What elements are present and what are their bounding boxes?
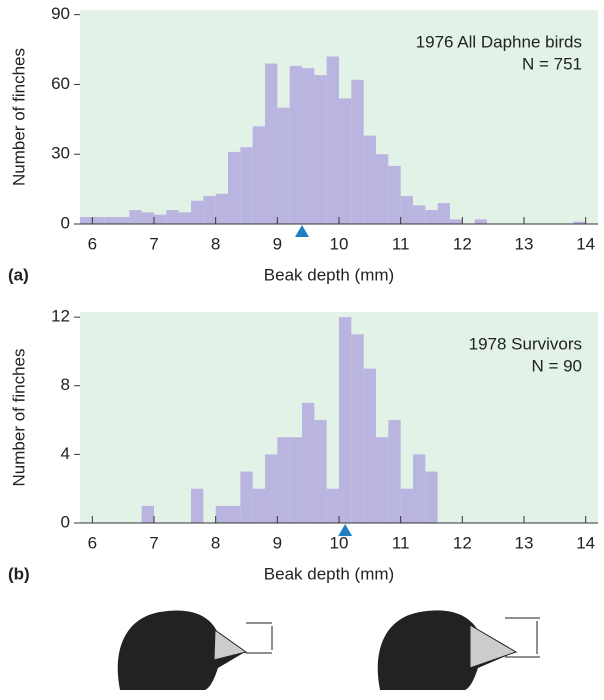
mean-marker xyxy=(338,524,353,536)
y-tick-label: 4 xyxy=(61,444,70,463)
y-tick-label: 0 xyxy=(61,213,70,232)
annotation: N = 90 xyxy=(531,356,582,375)
x-tick-label: 6 xyxy=(88,533,97,552)
finch-beak xyxy=(469,624,518,669)
y-tick-label: 12 xyxy=(51,307,70,326)
x-tick-label: 10 xyxy=(330,533,349,552)
annotation: 1976 All Daphne birds xyxy=(416,32,582,51)
bar xyxy=(339,317,352,523)
x-tick-label: 8 xyxy=(211,234,220,253)
bar xyxy=(215,505,228,523)
bar xyxy=(326,56,339,224)
bar xyxy=(351,334,364,523)
bar xyxy=(265,454,278,523)
x-tick-label: 14 xyxy=(576,234,595,253)
annotation: 1978 Survivors xyxy=(469,334,582,353)
bar xyxy=(141,212,154,224)
bar xyxy=(302,68,315,224)
bar xyxy=(289,65,302,225)
bar xyxy=(92,217,105,224)
bar xyxy=(104,217,117,224)
bar xyxy=(141,505,154,523)
bar xyxy=(215,193,228,224)
bar xyxy=(191,200,204,224)
x-tick-label: 12 xyxy=(453,533,472,552)
x-tick-label: 12 xyxy=(453,234,472,253)
mean-marker xyxy=(295,225,309,237)
bar xyxy=(573,221,586,224)
bar xyxy=(80,217,93,224)
bar xyxy=(363,135,376,224)
bar xyxy=(437,203,450,224)
bar xyxy=(129,210,142,224)
bar xyxy=(326,488,339,523)
bar xyxy=(252,488,265,523)
x-tick-label: 7 xyxy=(149,234,158,253)
annotation: N = 751 xyxy=(522,54,582,73)
bar xyxy=(474,219,487,224)
bar xyxy=(166,210,179,224)
bar xyxy=(351,79,364,224)
bar xyxy=(240,147,253,224)
y-tick-label: 30 xyxy=(51,144,70,163)
x-tick-label: 13 xyxy=(515,533,534,552)
bar xyxy=(240,471,253,523)
bar xyxy=(339,98,352,224)
x-tick-label: 10 xyxy=(330,234,349,253)
bar xyxy=(363,368,376,523)
bar xyxy=(400,196,413,224)
bar xyxy=(413,454,426,523)
x-tick-label: 9 xyxy=(273,533,282,552)
bar xyxy=(388,165,401,224)
x-tick-label: 7 xyxy=(149,533,158,552)
finch-small-beak xyxy=(117,610,273,690)
bar xyxy=(228,505,241,523)
finch-beak xyxy=(213,629,248,661)
bar xyxy=(289,437,302,523)
panel-label: (b) xyxy=(8,564,30,583)
bar xyxy=(376,154,389,224)
bar xyxy=(252,126,265,224)
y-axis-label: Number of finches xyxy=(9,48,28,186)
bar xyxy=(376,437,389,523)
bar xyxy=(178,212,191,224)
x-tick-label: 9 xyxy=(273,234,282,253)
bar xyxy=(265,63,278,224)
bar xyxy=(302,402,315,523)
bar xyxy=(425,471,438,523)
bar xyxy=(277,107,290,224)
bar xyxy=(388,420,401,523)
y-tick-label: 60 xyxy=(51,74,70,93)
x-tick-label: 11 xyxy=(392,533,410,552)
finch-illustrations xyxy=(117,610,540,690)
y-axis-label: Number of finches xyxy=(9,349,28,487)
finch-head xyxy=(117,610,245,690)
bar xyxy=(314,420,327,523)
bar xyxy=(413,205,426,224)
bar xyxy=(277,437,290,523)
x-axis-label: Beak depth (mm) xyxy=(264,265,394,284)
y-tick-label: 8 xyxy=(61,375,70,394)
bar xyxy=(450,219,463,224)
x-tick-label: 11 xyxy=(392,234,410,253)
finch-head xyxy=(377,610,515,690)
finch-large-beak xyxy=(377,610,540,690)
bar xyxy=(191,488,204,523)
x-tick-label: 8 xyxy=(211,533,220,552)
y-tick-label: 90 xyxy=(51,4,70,23)
bar xyxy=(228,151,241,224)
bar xyxy=(154,214,167,224)
x-tick-label: 14 xyxy=(576,533,595,552)
bar xyxy=(425,210,438,224)
bar xyxy=(203,196,216,224)
bar xyxy=(314,75,327,224)
y-tick-label: 0 xyxy=(61,512,70,531)
panel-label: (a) xyxy=(8,265,29,284)
bar xyxy=(400,488,413,523)
x-tick-label: 13 xyxy=(515,234,534,253)
x-tick-label: 6 xyxy=(88,234,97,253)
x-axis-label: Beak depth (mm) xyxy=(264,564,394,583)
bar xyxy=(117,217,130,224)
